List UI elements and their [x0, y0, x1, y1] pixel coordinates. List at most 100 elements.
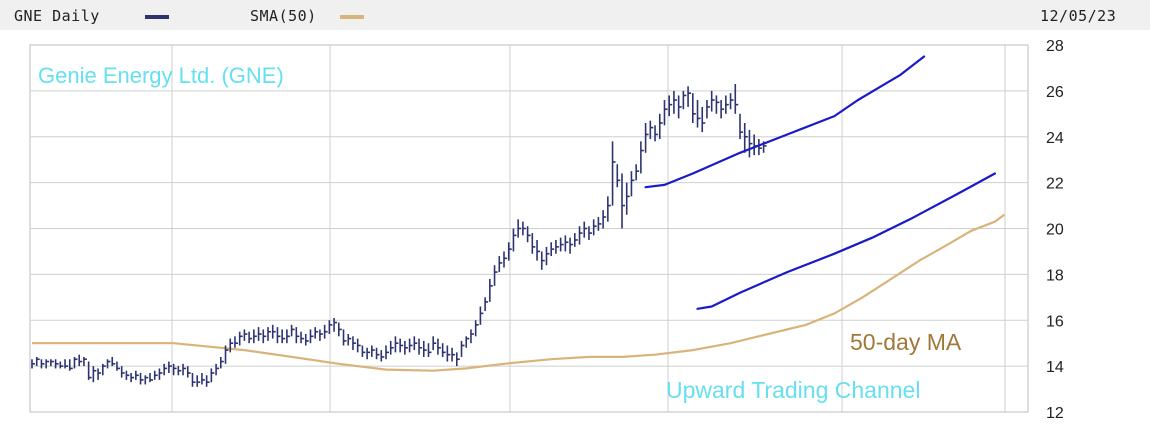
price-bar — [300, 331, 305, 344]
price-bar — [470, 329, 474, 344]
price-bar — [479, 306, 484, 325]
price-bar — [550, 242, 555, 257]
price-bar — [201, 373, 205, 385]
price-bar — [545, 246, 550, 266]
price-bar — [422, 340, 427, 357]
price-bar — [78, 354, 83, 367]
y-tick-label: 28 — [1046, 38, 1064, 55]
price-bar — [286, 329, 290, 344]
price-bar — [83, 356, 87, 367]
price-bar — [319, 329, 323, 341]
price-bar — [111, 356, 116, 367]
price-bar — [725, 95, 729, 114]
price-bar — [455, 352, 460, 367]
price-bar — [663, 100, 668, 126]
price-bar — [238, 331, 243, 346]
price-bar — [54, 359, 59, 369]
chart-date: 12/05/23 — [1040, 7, 1117, 25]
price-bar — [375, 347, 380, 360]
price-bar — [701, 106, 706, 133]
price-bar — [710, 90, 715, 112]
price-bar — [243, 329, 248, 341]
price-bar — [706, 100, 710, 119]
price-bar — [172, 363, 177, 376]
price-bar — [437, 338, 441, 355]
price-bar — [673, 90, 677, 114]
price-bar — [729, 93, 734, 110]
price-bar — [493, 265, 498, 286]
price-bar — [743, 122, 748, 153]
price-bar — [102, 363, 106, 376]
y-tick-label: 24 — [1046, 130, 1064, 147]
price-bar — [182, 363, 187, 376]
sma-label: SMA(50) — [250, 7, 317, 25]
price-bar — [621, 173, 625, 229]
price-bar — [474, 320, 479, 337]
price-bar — [691, 93, 696, 123]
y-tick-label: 14 — [1046, 359, 1064, 376]
price-bar — [578, 226, 583, 245]
price-bar — [512, 228, 517, 252]
grid-lines — [30, 45, 1028, 412]
price-bar — [35, 356, 40, 367]
price-bar — [271, 324, 276, 339]
price-bar — [328, 320, 333, 335]
price-bar — [59, 361, 64, 369]
price-bar — [602, 210, 607, 229]
price-bar — [191, 373, 196, 387]
price-bar — [267, 327, 271, 341]
price-bar — [295, 327, 300, 344]
price-bar — [531, 233, 536, 254]
price-bar — [503, 251, 507, 268]
price-bar — [309, 329, 314, 344]
price-bar — [460, 340, 465, 357]
price-bar — [64, 359, 69, 369]
price-bar — [116, 361, 120, 371]
price-bar — [517, 219, 522, 238]
series-swatch — [145, 15, 169, 19]
price-bar — [658, 113, 663, 140]
price-bar — [210, 368, 215, 383]
price-bar — [139, 373, 144, 385]
price-bar — [427, 343, 432, 357]
price-bar — [451, 347, 456, 362]
price-bar — [484, 297, 489, 312]
price-bar — [50, 359, 54, 367]
series-label: GNE Daily — [14, 7, 100, 25]
price-bar — [92, 366, 97, 383]
price-bar — [682, 90, 687, 110]
price-bar — [418, 338, 423, 355]
y-tick-label: 22 — [1046, 176, 1064, 193]
price-bar — [234, 336, 238, 348]
price-bar — [186, 366, 191, 378]
price-bar — [333, 317, 338, 332]
price-bar — [715, 95, 720, 114]
y-tick-label: 12 — [1046, 405, 1064, 422]
price-bar — [394, 336, 399, 353]
price-bar — [281, 329, 286, 344]
price-bar — [540, 251, 545, 270]
price-bar — [262, 329, 267, 344]
price-bar — [573, 233, 578, 247]
price-bar — [290, 324, 295, 337]
price-bar — [522, 221, 526, 236]
chart-title: Genie Energy Ltd. (GNE) — [38, 63, 284, 88]
price-bar — [536, 239, 541, 261]
price-bar — [253, 329, 257, 344]
price-bar — [158, 368, 163, 380]
price-bar — [616, 164, 621, 188]
channel-line-upper — [644, 55, 926, 189]
sma-swatch — [340, 15, 364, 19]
price-bar — [630, 171, 635, 197]
price-bar — [106, 359, 111, 369]
price-bar — [163, 363, 168, 376]
price-bar — [304, 334, 309, 346]
price-bar — [73, 356, 78, 369]
y-tick-label: 16 — [1046, 313, 1064, 330]
price-bar — [507, 242, 512, 261]
price-bar — [625, 182, 630, 215]
price-bar — [441, 343, 446, 357]
price-bar — [446, 345, 451, 362]
price-bar — [687, 86, 692, 107]
price-bar — [489, 278, 493, 302]
